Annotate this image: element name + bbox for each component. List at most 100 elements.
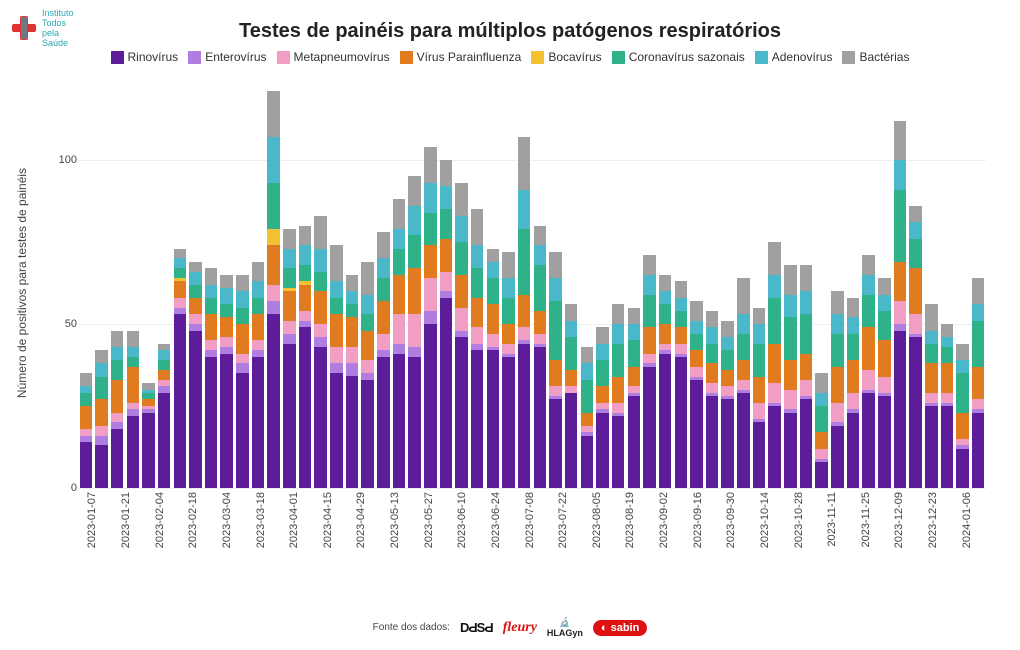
x-tick-col: 2023-09-02 — [650, 488, 667, 598]
y-axis-label: Número de positivos para testes de painé… — [14, 78, 30, 488]
bar-column — [266, 91, 282, 488]
bar-segment — [690, 334, 703, 350]
bar-segment — [111, 429, 124, 488]
bar-segment — [909, 206, 922, 222]
bar-segment — [815, 406, 828, 432]
bar-segment — [862, 393, 875, 488]
bar-segment — [784, 317, 797, 360]
bar-segment — [565, 337, 578, 370]
bar-segment — [737, 360, 750, 380]
x-tick-col: 2024-01-06 — [952, 488, 969, 598]
bar-column — [595, 327, 611, 488]
bar-segment — [941, 393, 954, 403]
bar-segment — [455, 337, 468, 488]
y-axis: 050100 — [55, 78, 77, 488]
bar-segment — [361, 295, 374, 315]
legend-item: Coronavírus sazonais — [612, 50, 745, 64]
bar-segment — [471, 245, 484, 268]
bar-segment — [174, 314, 187, 488]
bar-segment — [283, 229, 296, 249]
bar-segment — [706, 396, 719, 488]
bar-segment — [220, 317, 233, 337]
bar-segment — [95, 445, 108, 488]
bar-segment — [408, 357, 421, 488]
x-tick-col — [767, 488, 784, 598]
bar-column — [78, 373, 94, 488]
bar-segment — [111, 360, 124, 380]
bar-column — [156, 344, 172, 488]
bar-segment — [706, 383, 719, 393]
bar-column — [736, 278, 752, 488]
bar-column — [657, 275, 673, 488]
bar-segment — [393, 354, 406, 488]
bar-segment — [753, 308, 766, 324]
x-tick-col: 2023-01-21 — [112, 488, 129, 598]
bar-segment — [346, 304, 359, 317]
bar-segment — [267, 314, 280, 488]
bar-segment — [80, 442, 93, 488]
bar-segment — [581, 380, 594, 413]
bar-segment — [205, 340, 218, 350]
bar-segment — [800, 314, 813, 353]
bar-segment — [643, 255, 656, 275]
bar-segment — [502, 344, 515, 354]
bar-segment — [737, 334, 750, 360]
x-tick-col — [532, 488, 549, 598]
bar-segment — [267, 229, 280, 245]
bar-column — [94, 350, 110, 488]
bar-column — [407, 176, 423, 488]
bar-segment — [314, 324, 327, 337]
bar-segment — [95, 426, 108, 436]
legend-item: Metapneumovírus — [277, 50, 390, 64]
bar-segment — [174, 298, 187, 308]
bar-segment — [675, 281, 688, 297]
bar-segment — [502, 298, 515, 324]
bar-segment — [972, 399, 985, 409]
legend-swatch — [111, 51, 124, 64]
legend-label: Coronavírus sazonais — [629, 50, 745, 64]
bar-segment — [737, 278, 750, 314]
x-tick-col — [835, 488, 852, 598]
x-tick-col: 2023-02-18 — [179, 488, 196, 598]
bar-segment — [471, 350, 484, 488]
bar-segment — [236, 373, 249, 488]
x-tick-col — [196, 488, 213, 598]
bar-segment — [502, 252, 515, 278]
bar-segment — [205, 298, 218, 314]
bar-column — [250, 262, 266, 488]
bar-segment — [628, 340, 641, 366]
y-tick-label: 100 — [55, 154, 77, 166]
bar-column — [579, 347, 595, 488]
bar-segment — [471, 268, 484, 298]
bar-segment — [956, 373, 969, 412]
bar-column — [830, 291, 846, 488]
bar-column — [469, 209, 485, 488]
bar-segment — [236, 275, 249, 291]
legend-label: Bactérias — [859, 50, 909, 64]
bar-segment — [487, 304, 500, 334]
bar-segment — [205, 268, 218, 284]
legend-label: Bocavírus — [548, 50, 601, 64]
bar-segment — [706, 327, 719, 343]
bar-segment — [737, 380, 750, 390]
bar-segment — [487, 249, 500, 262]
bar-segment — [956, 413, 969, 439]
x-tick-col: 2023-04-29 — [347, 488, 364, 598]
bar-segment — [925, 406, 938, 488]
bar-column — [109, 331, 125, 488]
bar-segment — [393, 344, 406, 354]
x-tick-col — [969, 488, 986, 598]
bar-column — [188, 262, 204, 488]
x-tick-col: 2023-05-27 — [414, 488, 431, 598]
bar-segment — [659, 354, 672, 488]
bar-segment — [800, 399, 813, 488]
x-tick-col — [935, 488, 952, 598]
bar-segment — [424, 311, 437, 324]
bar-segment — [330, 281, 343, 297]
bar-segment — [690, 380, 703, 488]
bar-segment — [487, 350, 500, 488]
bar-segment — [236, 363, 249, 373]
bar-column — [313, 216, 329, 488]
bar-segment — [847, 360, 860, 393]
bar-segment — [534, 226, 547, 246]
